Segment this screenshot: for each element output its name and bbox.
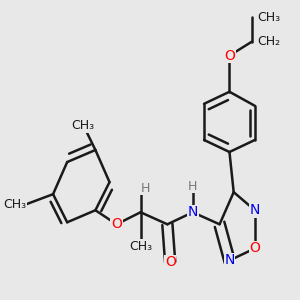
Text: CH₃: CH₃ [71, 119, 94, 132]
Text: O: O [224, 49, 235, 63]
Text: N: N [224, 254, 235, 268]
Text: H: H [188, 180, 197, 193]
Text: CH₂: CH₂ [257, 35, 280, 48]
Text: O: O [165, 256, 176, 269]
Text: O: O [111, 217, 122, 231]
Text: N: N [250, 203, 260, 217]
Text: H: H [141, 182, 150, 195]
Text: CH₃: CH₃ [257, 11, 280, 24]
Text: CH₃: CH₃ [3, 198, 26, 211]
Text: O: O [249, 242, 260, 255]
Text: N: N [188, 205, 198, 219]
Text: CH₃: CH₃ [129, 240, 152, 253]
